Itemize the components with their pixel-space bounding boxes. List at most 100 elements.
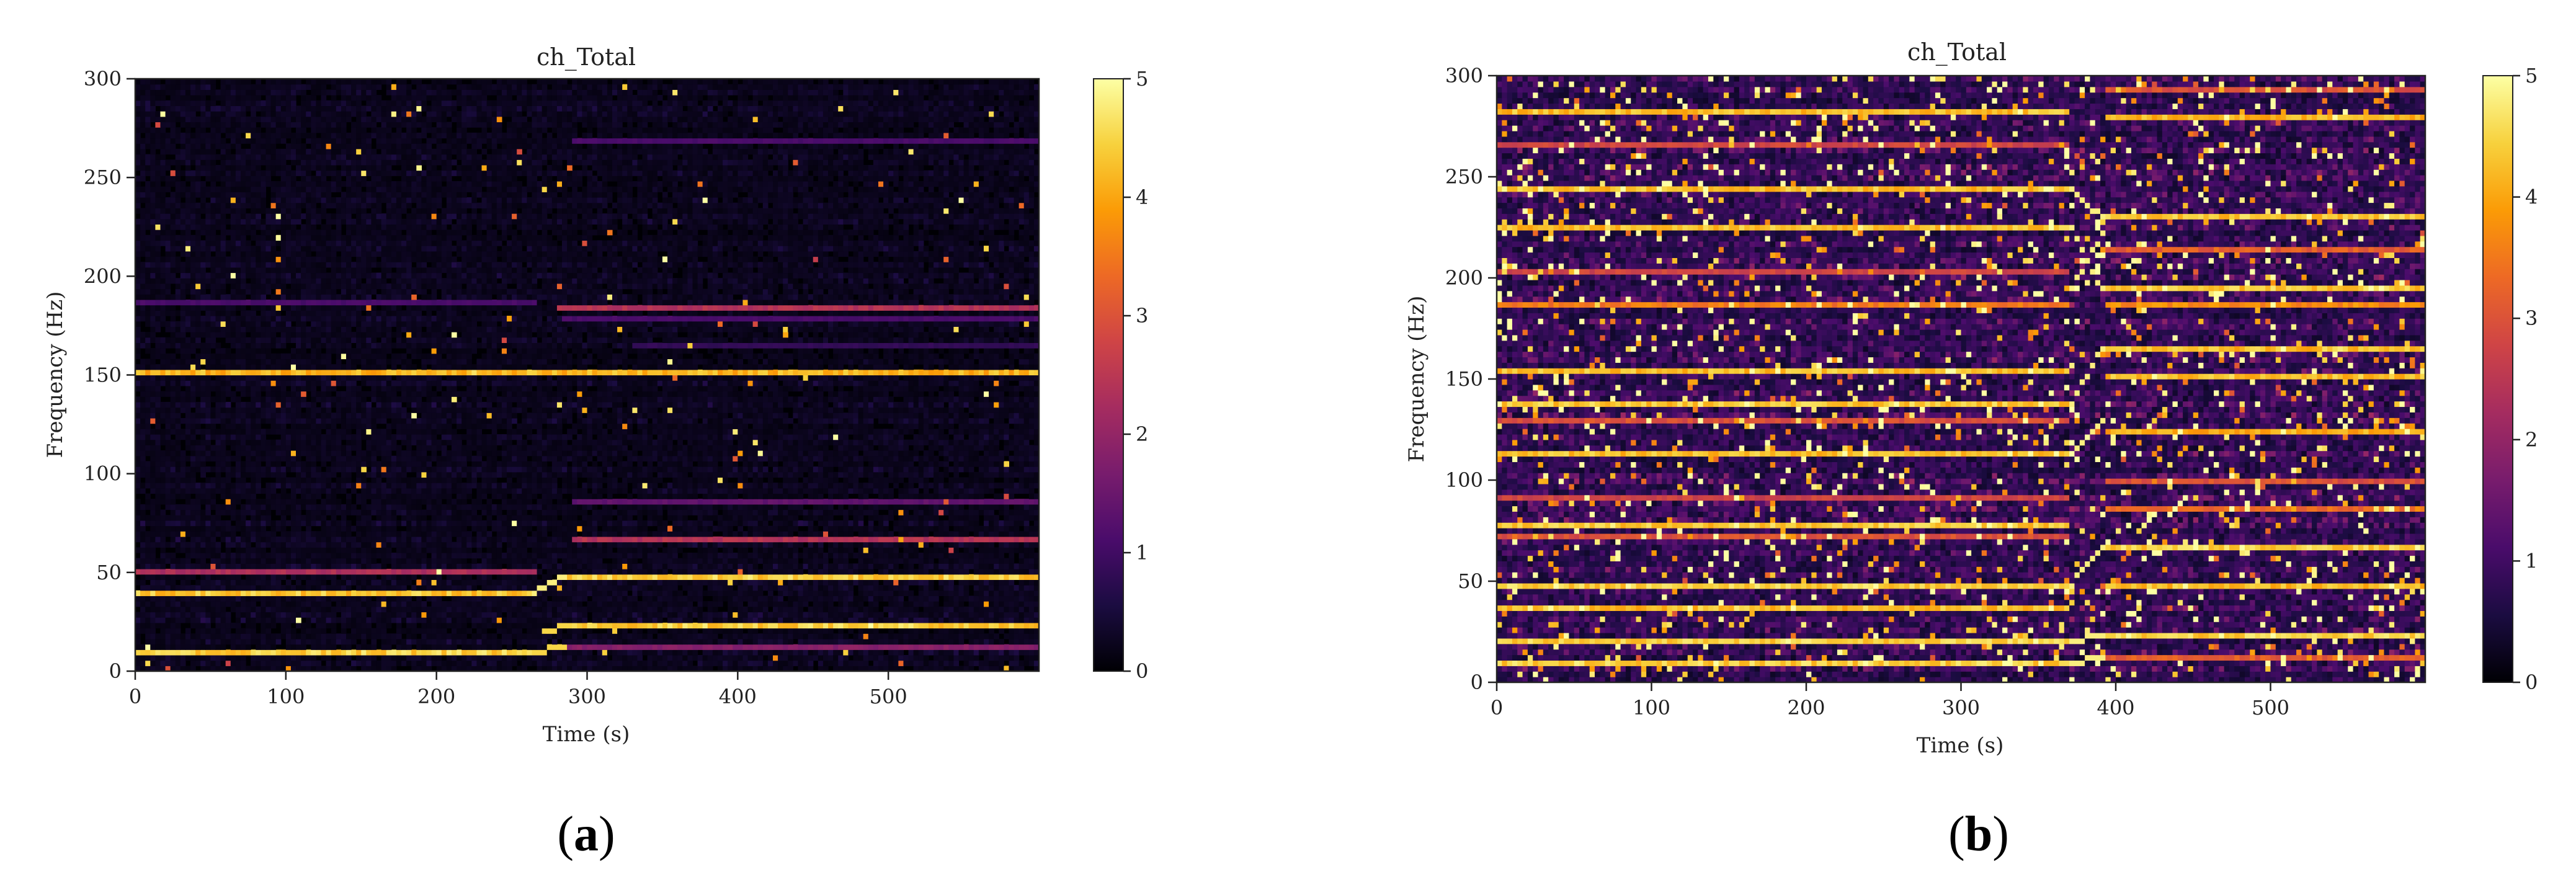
heatmap-cell (984, 542, 989, 548)
heatmap-cell (326, 623, 332, 628)
heatmap-cell (873, 563, 879, 569)
heatmap-cell (873, 644, 879, 650)
heatmap-cell (893, 553, 899, 558)
heatmap-cell (778, 623, 783, 628)
heatmap-cell (180, 585, 186, 591)
heatmap-cell (953, 617, 959, 623)
heatmap-cell (241, 542, 246, 548)
heatmap-cell (643, 553, 648, 558)
heatmap-cell (698, 547, 703, 553)
heatmap-cell (326, 558, 332, 564)
heatmap-cell (994, 569, 999, 574)
heatmap-cell (517, 623, 522, 628)
heatmap-cell (687, 655, 693, 661)
heatmap-cell (653, 558, 658, 564)
heatmap-cell (296, 601, 301, 607)
heatmap-cell (1019, 601, 1025, 607)
heatmap-cell (522, 591, 527, 596)
heatmap-cell (964, 607, 969, 612)
heatmap-cell (396, 579, 402, 585)
heatmap-cell (487, 542, 492, 548)
heatmap-cell (924, 617, 929, 623)
heatmap-cell (798, 595, 803, 601)
heatmap-cell (778, 601, 783, 607)
heatmap-cell (909, 547, 914, 553)
heatmap-cell (171, 563, 176, 569)
heatmap-cell (210, 649, 216, 655)
heatmap-cell (447, 644, 452, 650)
heatmap-cell (818, 558, 824, 564)
heatmap-cell (989, 574, 994, 580)
heatmap-cell (728, 644, 733, 650)
heatmap-cell (607, 649, 613, 655)
heatmap-cell (898, 579, 904, 585)
heatmap-cell (256, 595, 261, 601)
heatmap-cell (592, 558, 598, 564)
heatmap-cell (471, 591, 477, 596)
heatmap-cell (145, 574, 151, 580)
heatmap-cell (753, 649, 759, 655)
heatmap-cell (331, 591, 337, 596)
heatmap-cell (210, 547, 216, 553)
heatmap-cell (833, 574, 839, 580)
heatmap-cell (612, 591, 618, 596)
heatmap-cell (432, 569, 437, 574)
heatmap-cell (265, 617, 271, 623)
heatmap-cell (708, 558, 713, 564)
heatmap-cell (442, 537, 447, 542)
heatmap-cell (1014, 569, 1020, 574)
heatmap-cell (171, 569, 176, 574)
heatmap-cell (577, 595, 582, 601)
heatmap-cell (969, 563, 974, 569)
heatmap-cell (502, 569, 507, 574)
heatmap-cell (682, 579, 688, 585)
heatmap-cell (281, 563, 287, 569)
heatmap-cell (878, 623, 884, 628)
heatmap-cell (406, 633, 412, 639)
heatmap-cell (778, 569, 783, 574)
heatmap-cell (437, 553, 442, 558)
heatmap-cell (662, 563, 668, 569)
heatmap-cell (251, 547, 256, 553)
heatmap-cell (256, 585, 261, 591)
heatmap-cell (140, 607, 146, 612)
heatmap-cell (848, 574, 853, 580)
heatmap-cell (858, 579, 864, 585)
heatmap-cell (492, 661, 497, 666)
heatmap-cell (527, 661, 532, 666)
heatmap-cell (185, 633, 191, 639)
heatmap-cell (396, 607, 402, 612)
heatmap-cell (612, 558, 618, 564)
heatmap-cell (517, 617, 522, 623)
heatmap-cell (657, 617, 663, 623)
heatmap-cell (667, 591, 673, 596)
heatmap-cell (823, 661, 829, 666)
heatmap-cell (271, 547, 277, 553)
heatmap-cell (341, 649, 347, 655)
heatmap-cell (447, 639, 452, 644)
heatmap-cell (497, 601, 502, 607)
heatmap-cell (843, 547, 849, 553)
heatmap-cell (160, 558, 166, 564)
heatmap-cell (226, 595, 231, 601)
heatmap-cell (577, 607, 582, 612)
heatmap-cell (708, 569, 713, 574)
heatmap-cell (437, 655, 442, 661)
heatmap-cell (818, 569, 824, 574)
heatmap-cell (753, 563, 759, 569)
heatmap-cell (331, 537, 337, 542)
heatmap-cell (396, 628, 402, 634)
heatmap-cell (176, 569, 181, 574)
heatmap-cell (386, 558, 392, 564)
heatmap-cell (1004, 601, 1009, 607)
heatmap-cell (637, 591, 643, 596)
heatmap-cell (471, 537, 477, 542)
heatmap-cell (532, 644, 537, 650)
heatmap-cell (150, 585, 156, 591)
heatmap-cell (1024, 591, 1030, 596)
heatmap-cell (833, 617, 839, 623)
heatmap-cell (145, 547, 151, 553)
heatmap-cell (171, 639, 176, 644)
heatmap-cell (648, 563, 653, 569)
heatmap-cell (808, 591, 814, 596)
